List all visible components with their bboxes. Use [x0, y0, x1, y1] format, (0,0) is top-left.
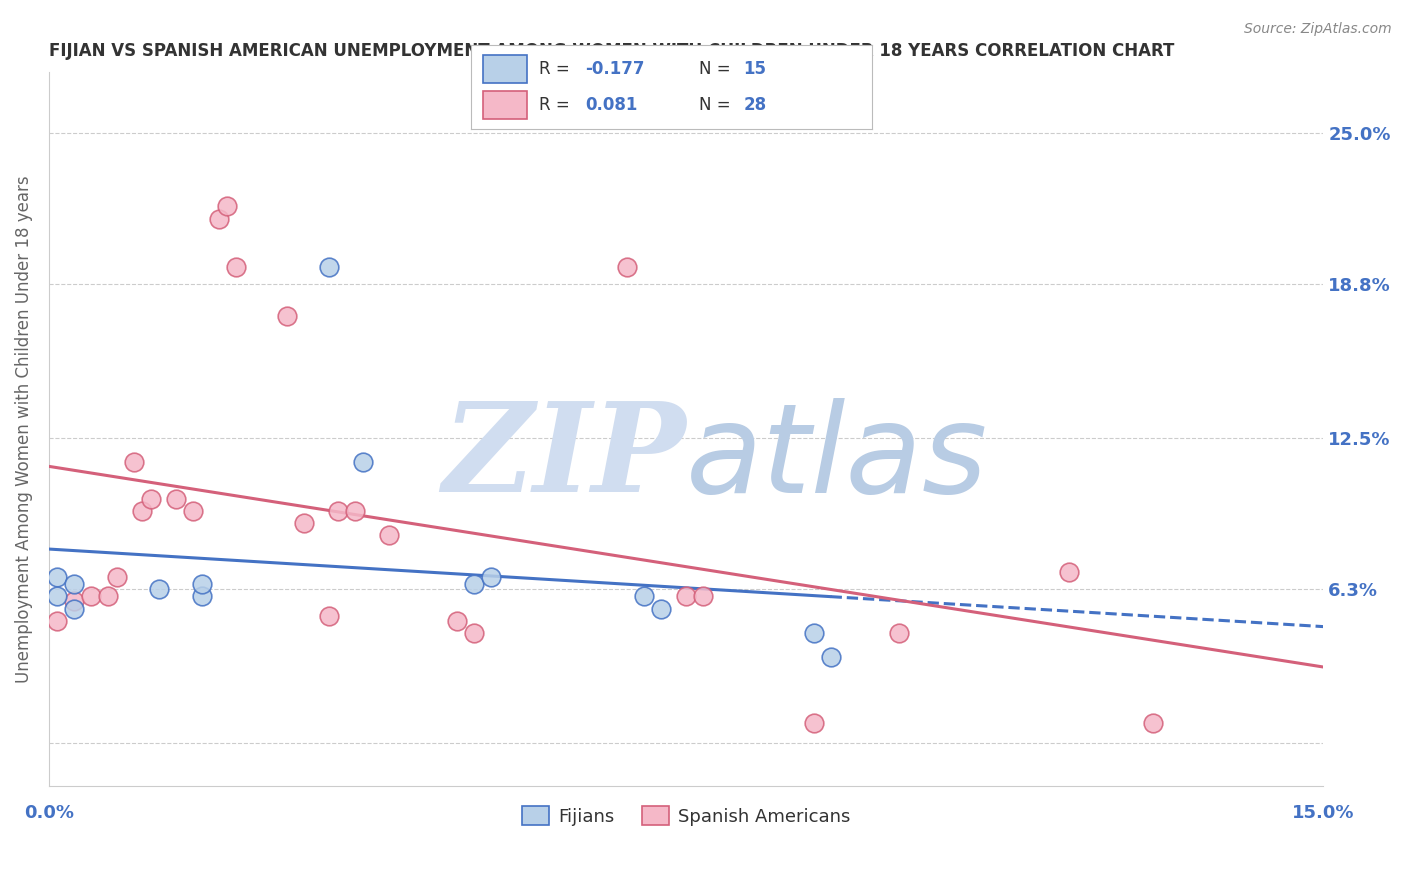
Point [1142, 716, 1164, 731]
Point [191, 590, 214, 604]
Bar [484, 54, 527, 83]
Point [46, 570, 69, 584]
Point [463, 626, 485, 640]
Text: ZIP: ZIP [443, 397, 686, 519]
Bar [484, 91, 527, 120]
Point [479, 570, 502, 584]
Text: 28: 28 [744, 96, 766, 114]
Point [820, 650, 842, 665]
Point [343, 504, 366, 518]
Point [378, 528, 401, 542]
Point [318, 260, 340, 275]
Y-axis label: Unemployment Among Women with Children Under 18 years: Unemployment Among Women with Children U… [15, 176, 32, 683]
Text: 15.0%: 15.0% [1292, 805, 1354, 822]
Point [225, 260, 247, 275]
Text: 15: 15 [744, 60, 766, 78]
Point [63, 601, 86, 615]
Point [131, 504, 153, 518]
Point [63, 594, 86, 608]
Point [352, 455, 374, 469]
Text: FIJIAN VS SPANISH AMERICAN UNEMPLOYMENT AMONG WOMEN WITH CHILDREN UNDER 18 YEARS: FIJIAN VS SPANISH AMERICAN UNEMPLOYMENT … [49, 42, 1174, 60]
Point [46, 590, 69, 604]
Point [105, 570, 128, 584]
Text: R =: R = [538, 96, 581, 114]
Point [208, 211, 231, 226]
Point [633, 590, 655, 604]
Text: 0.081: 0.081 [585, 96, 637, 114]
Point [446, 614, 468, 628]
Point [616, 260, 638, 275]
Point [148, 582, 170, 596]
Text: atlas: atlas [686, 398, 988, 518]
Point [650, 601, 672, 615]
Point [803, 626, 825, 640]
Point [276, 309, 298, 323]
Point [80, 590, 103, 604]
Point [97, 590, 120, 604]
Point [675, 590, 697, 604]
Point [318, 608, 340, 623]
Point [803, 716, 825, 731]
Point [692, 590, 714, 604]
Text: R =: R = [538, 60, 575, 78]
Text: 0.0%: 0.0% [24, 805, 75, 822]
Text: -0.177: -0.177 [585, 60, 645, 78]
Point [46, 614, 69, 628]
Point [183, 504, 205, 518]
Point [326, 504, 349, 518]
Point [1057, 565, 1080, 579]
Point [191, 577, 214, 591]
Point [122, 455, 145, 469]
Point [292, 516, 315, 531]
Legend: Fijians, Spanish Americans: Fijians, Spanish Americans [513, 797, 859, 835]
Text: N =: N = [699, 96, 737, 114]
Text: Source: ZipAtlas.com: Source: ZipAtlas.com [1244, 22, 1392, 37]
Point [165, 491, 187, 506]
Point [63, 577, 86, 591]
Point [463, 577, 485, 591]
Point [887, 626, 910, 640]
Point [217, 199, 239, 213]
Text: N =: N = [699, 60, 737, 78]
Point [139, 491, 162, 506]
